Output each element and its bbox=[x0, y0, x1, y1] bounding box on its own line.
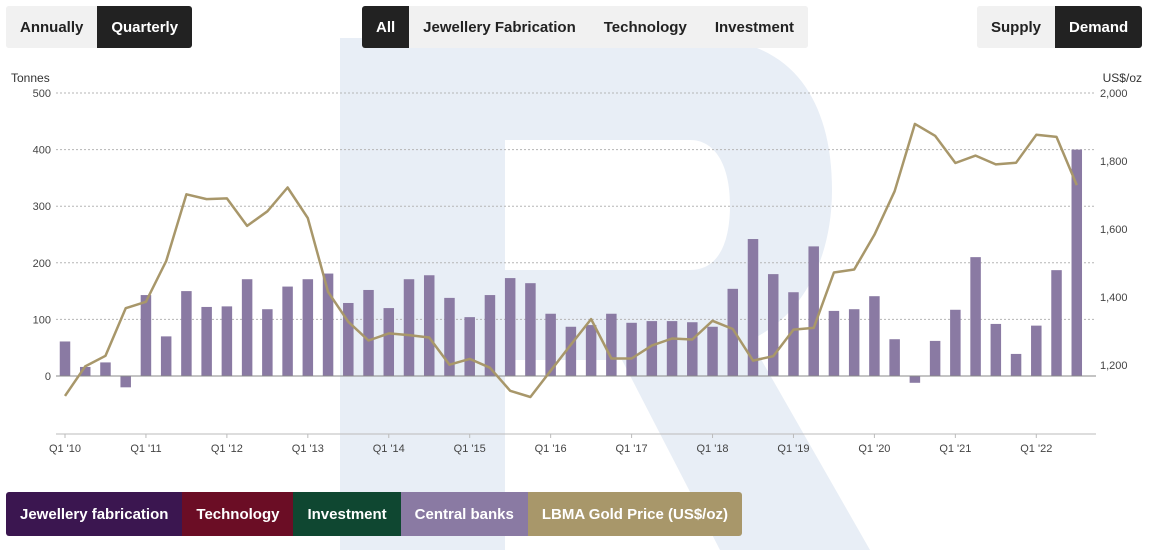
bar-central-banks bbox=[444, 297, 455, 376]
bar-central-banks bbox=[990, 323, 1002, 376]
bar-central-banks bbox=[950, 309, 961, 376]
x-axis-tick-label: Q1 '14 bbox=[373, 443, 405, 455]
bar-central-banks bbox=[929, 340, 941, 376]
right-axis-tick-label: 2,000 bbox=[1100, 88, 1128, 100]
bar-central-banks bbox=[59, 341, 71, 376]
x-axis-tick-label: Q1 '18 bbox=[696, 443, 728, 455]
lbma-gold-price-line bbox=[63, 122, 1078, 399]
bar-central-banks bbox=[181, 291, 192, 376]
right-axis-tick-label: 1,400 bbox=[1100, 292, 1128, 304]
bar-central-banks bbox=[970, 257, 981, 376]
bar-central-banks bbox=[403, 279, 415, 376]
bar-central-banks bbox=[1071, 149, 1083, 376]
sector-toggle: All Jewellery Fabrication Technology Inv… bbox=[362, 6, 809, 48]
x-axis-tick-label: Q1 '15 bbox=[454, 443, 486, 455]
legend-investment[interactable]: Investment bbox=[293, 492, 401, 536]
bar-central-banks bbox=[160, 336, 172, 376]
chart-legend: Jewellery fabrication Technology Investm… bbox=[6, 492, 742, 536]
bar-central-banks bbox=[383, 308, 395, 376]
bar-central-banks bbox=[1051, 270, 1062, 376]
bar-central-banks bbox=[828, 310, 840, 376]
x-axis-tick-label: Q1 '22 bbox=[1020, 443, 1052, 455]
annually-button[interactable]: Annually bbox=[6, 6, 98, 48]
bar-central-banks bbox=[909, 376, 921, 383]
bar-central-banks bbox=[484, 295, 496, 376]
left-axis-tick-label: 300 bbox=[33, 201, 51, 213]
bar-central-banks bbox=[262, 309, 273, 376]
bar-central-banks bbox=[585, 325, 597, 376]
demand-button[interactable]: Demand bbox=[1055, 6, 1143, 48]
x-axis-tick-label: Q1 '10 bbox=[49, 443, 81, 455]
x-axis-tick-label: Q1 '21 bbox=[939, 443, 971, 455]
bar-central-banks bbox=[221, 306, 233, 376]
bar-central-banks bbox=[322, 273, 334, 376]
quarterly-button[interactable]: Quarterly bbox=[97, 6, 193, 48]
demand-chart: 0 100 200 300 400 500 1,200 1,400 1,600 1,800 2,00… bbox=[11, 38, 1142, 550]
left-axis-tick-label: 200 bbox=[33, 258, 51, 270]
x-axis-tick-label: Q1 '19 bbox=[777, 443, 809, 455]
bar-central-banks bbox=[687, 322, 698, 376]
legend-lbma-gold-price[interactable]: LBMA Gold Price (US$/oz) bbox=[527, 492, 742, 536]
bar-central-banks bbox=[727, 288, 739, 376]
right-axis-tick-label: 1,800 bbox=[1100, 156, 1128, 168]
bar-central-banks bbox=[545, 313, 556, 376]
bar-central-banks bbox=[767, 274, 779, 376]
supply-button[interactable]: Supply bbox=[977, 6, 1056, 48]
bar-central-banks bbox=[788, 292, 799, 376]
bar-central-banks bbox=[889, 339, 900, 376]
bar-central-banks bbox=[504, 278, 516, 376]
bar-central-banks bbox=[282, 286, 293, 376]
x-axis-tick-label: Q1 '11 bbox=[130, 443, 161, 455]
bar-central-banks bbox=[646, 321, 658, 376]
bar-central-banks bbox=[241, 279, 253, 376]
flow-toggle: Supply Demand bbox=[977, 6, 1143, 48]
x-axis-tick-label: Q1 '16 bbox=[535, 443, 567, 455]
bar-central-banks bbox=[666, 321, 678, 376]
bar-central-banks bbox=[79, 366, 91, 376]
watermark-logo bbox=[340, 38, 870, 550]
bar-central-banks bbox=[848, 309, 860, 376]
legend-technology[interactable]: Technology bbox=[182, 492, 294, 536]
bar-central-banks bbox=[525, 283, 536, 376]
left-axis-tick-label: 0 bbox=[45, 371, 51, 383]
left-axis-tick-label: 100 bbox=[33, 314, 51, 326]
bar-central-banks bbox=[140, 295, 152, 376]
bar-central-banks bbox=[201, 306, 212, 376]
bar-central-banks bbox=[1010, 353, 1022, 376]
jewellery-fabrication-button[interactable]: Jewellery Fabrication bbox=[409, 6, 590, 48]
bar-central-banks bbox=[100, 362, 111, 376]
x-axis-tick-label: Q1 '17 bbox=[616, 443, 648, 455]
bar-central-banks bbox=[707, 326, 718, 376]
legend-central-banks[interactable]: Central banks bbox=[400, 492, 528, 536]
left-axis-unit: Tonnes bbox=[11, 71, 50, 85]
bar-central-banks bbox=[565, 326, 577, 376]
technology-button[interactable]: Technology bbox=[589, 6, 701, 48]
right-axis-tick-label: 1,600 bbox=[1100, 224, 1128, 236]
bar-central-banks bbox=[626, 322, 637, 376]
bar-central-banks bbox=[606, 313, 617, 376]
x-axis-tick-label: Q1 '13 bbox=[292, 443, 324, 455]
period-toggle: Annually Quarterly bbox=[6, 6, 193, 48]
bar-central-banks bbox=[302, 279, 314, 376]
right-axis-unit: US$/oz bbox=[1103, 71, 1142, 85]
x-axis-tick-label: Q1 '20 bbox=[858, 443, 890, 455]
all-button[interactable]: All bbox=[362, 6, 410, 48]
left-axis-tick-label: 500 bbox=[33, 88, 51, 100]
bar-central-banks bbox=[363, 289, 374, 376]
right-axis-tick-label: 1,200 bbox=[1100, 360, 1128, 372]
bar-central-banks bbox=[423, 275, 435, 376]
bar-central-banks bbox=[464, 317, 475, 376]
bar-central-banks bbox=[1031, 325, 1042, 376]
bar-central-banks bbox=[343, 302, 354, 376]
investment-button[interactable]: Investment bbox=[700, 6, 809, 48]
left-axis-tick-label: 400 bbox=[33, 145, 51, 157]
bar-central-banks bbox=[808, 246, 819, 376]
bar-central-banks bbox=[747, 239, 759, 376]
x-axis-tick-label: Q1 '12 bbox=[211, 443, 243, 455]
legend-jewellery-fabrication[interactable]: Jewellery fabrication bbox=[6, 492, 183, 536]
bar-central-banks bbox=[120, 376, 131, 388]
bar-central-banks bbox=[869, 296, 880, 376]
